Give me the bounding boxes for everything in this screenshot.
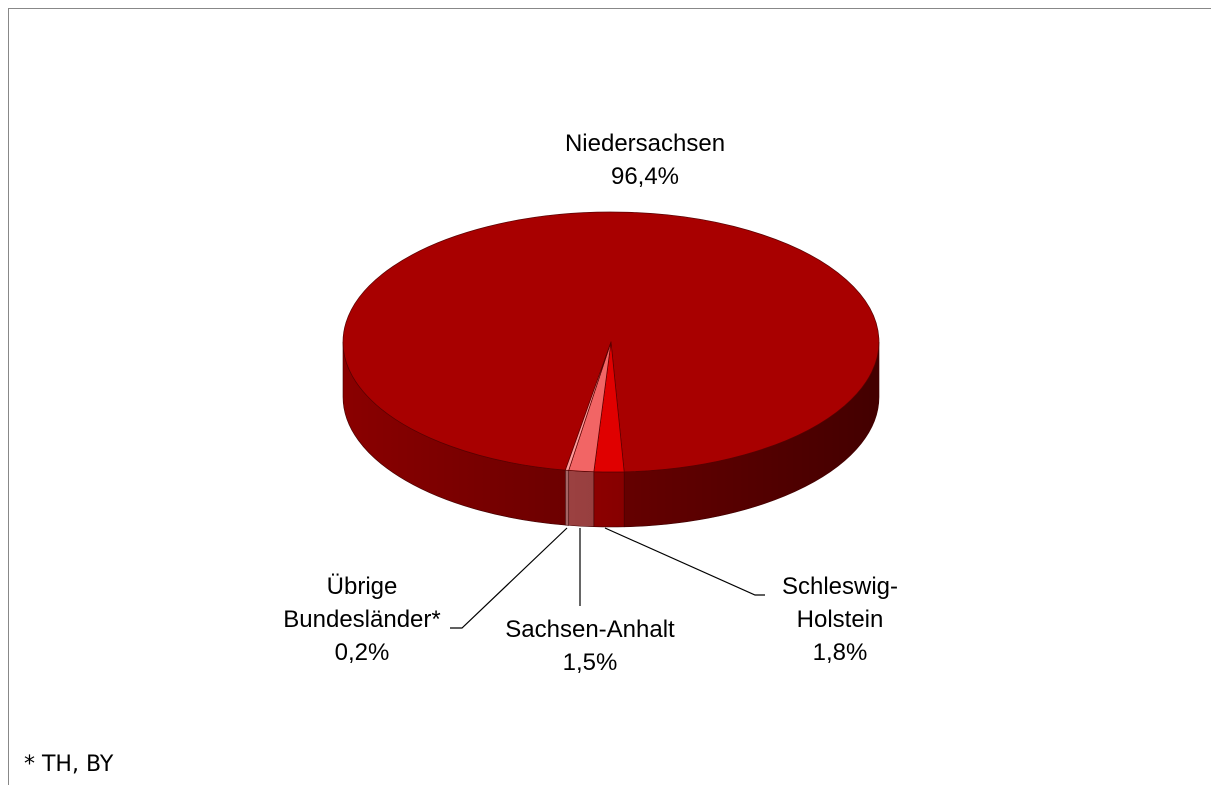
leader-line xyxy=(450,527,568,629)
footnote: * TH, BY xyxy=(24,752,114,777)
category-label: Niedersachsen xyxy=(564,130,726,157)
slice-label: Sachsen-Anhalt 1,5% xyxy=(470,613,710,679)
category-label: Sachsen-Anhalt xyxy=(505,616,675,643)
category-label: Übrige Bundesländer* xyxy=(283,573,441,633)
chart-frame xyxy=(8,8,1211,785)
value-label: 1,5% xyxy=(562,649,618,676)
pie-top xyxy=(342,211,880,473)
slice-label: Niedersachsen 96,4% xyxy=(550,127,740,193)
value-label: 0,2% xyxy=(334,639,390,666)
value-label: 96,4% xyxy=(610,163,680,190)
slice-side-shade xyxy=(568,470,595,528)
slice-side-shade xyxy=(565,469,570,526)
value-label: 1,8% xyxy=(812,639,868,666)
leader-line xyxy=(604,527,765,596)
category-label: Schleswig-Holstein xyxy=(781,573,899,633)
slice-label: Übrige Bundesländer* 0,2% xyxy=(267,570,457,669)
slice xyxy=(565,341,612,471)
slice-label: Schleswig-Holstein 1,8% xyxy=(745,570,935,669)
slice-side-shade xyxy=(593,471,625,528)
